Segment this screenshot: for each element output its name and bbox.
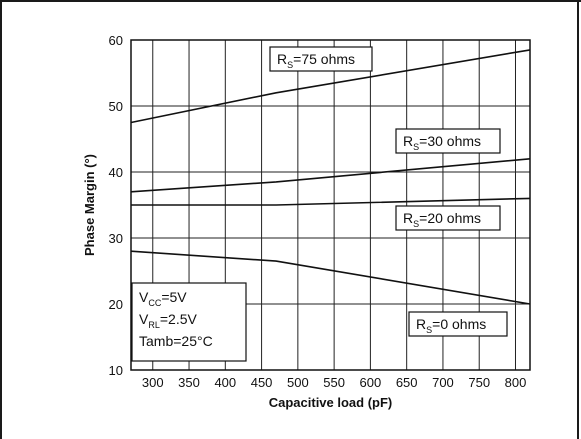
series-labels: RS=75 ohms RS=30 ohms RS=20 ohms RS=0 ohms [269,46,508,337]
y-tick-labels: 10 20 30 40 50 60 [109,33,123,378]
series-label-box [269,46,373,72]
frame-right-border [577,0,579,439]
x-tick-label: 450 [251,375,273,390]
series-label-0: RS=75 ohms [269,46,373,72]
x-tick-labels: 300 350 400 450 500 550 600 650 700 750 800 [142,375,526,390]
series-label-1: RS=30 ohms [395,128,501,154]
x-tick-label: 550 [323,375,345,390]
series-label-3: RS=0 ohms [408,311,508,337]
condition-line-0: VCC=5V [139,289,187,308]
plot-border [130,39,531,371]
y-tick-label: 60 [109,33,123,48]
series-label-text: RS=75 ohms [277,51,355,70]
conditions-box-frame [131,282,247,362]
series-line-3 [130,250,531,305]
series-line-2 [131,197,531,206]
series-label-text: RS=20 ohms [403,210,481,229]
x-tick-label: 300 [142,375,164,390]
y-axis-title: Phase Margin (°) [82,154,97,256]
y-tick-label: 30 [109,231,123,246]
x-tick-label: 750 [468,375,490,390]
x-tick-label: 800 [505,375,527,390]
x-tick-label: 400 [214,375,236,390]
x-tick-label: 650 [396,375,418,390]
y-tick-label: 10 [109,363,123,378]
series-line-1 [130,158,531,193]
series-lines [130,49,531,305]
x-tick-label: 500 [287,375,309,390]
y-tick-label: 50 [109,99,123,114]
series-label-text: RS=0 ohms [416,316,486,335]
conditions-box: VCC=5V VRL=2.5V Tamb=25°C [131,282,247,362]
x-tick-label: 600 [360,375,382,390]
series-label-2: RS=20 ohms [395,205,501,231]
x-axis-title: Capacitive load (pF) [269,395,393,410]
series-label-text: RS=30 ohms [403,133,481,152]
condition-line-2: Tamb=25°C [139,333,213,349]
frame-left-border [0,0,2,439]
series-label-box [395,128,501,154]
condition-line-1: VRL=2.5V [139,311,197,330]
y-tick-label: 40 [109,165,123,180]
x-tick-label: 350 [178,375,200,390]
x-tick-label: 700 [432,375,454,390]
series-label-box [395,205,501,231]
y-tick-label: 20 [109,297,123,312]
series-line-0 [130,49,531,124]
frame-top-border [0,0,581,2]
series-label-box [408,311,508,337]
